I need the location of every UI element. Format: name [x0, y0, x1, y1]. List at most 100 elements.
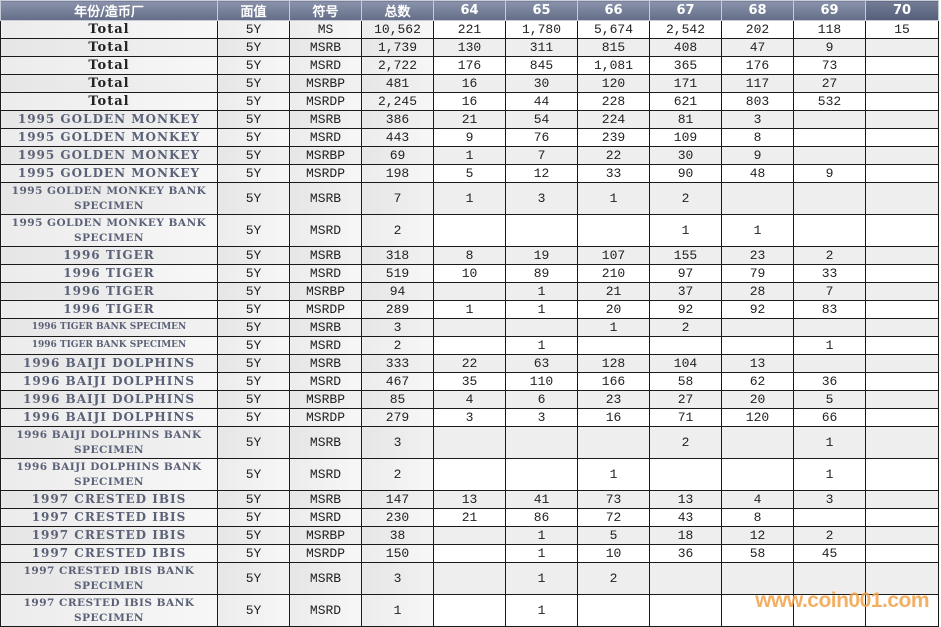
grade-cell: 1	[793, 336, 866, 355]
coin-name-cell: Total	[0, 20, 218, 39]
grade-cell: 54	[505, 110, 578, 129]
grade-cell: 2	[649, 182, 722, 215]
grade-cell: 155	[649, 246, 722, 265]
total-cell: 2	[361, 214, 434, 247]
code-cell: MSRDP	[289, 164, 362, 183]
grade-cell: 71	[649, 408, 722, 427]
grade-cell	[433, 594, 506, 627]
grade-cell: 128	[577, 354, 650, 373]
grade-cell: 1	[649, 214, 722, 247]
face-value-cell: 5Y	[217, 426, 290, 459]
grade-cell	[433, 526, 506, 545]
grade-cell: 224	[577, 110, 650, 129]
table-row: 1995 GOLDEN MONKEY 5Y MSRD 443 9 76 239 109 8	[0, 128, 939, 147]
code-cell: MSRB	[289, 490, 362, 509]
total-cell: 1	[361, 594, 434, 627]
coin-name-cell: 1996 TIGER	[0, 264, 218, 283]
table-row: 1995 GOLDEN MONKEY 5Y MSRDP 198 5 12 33 90 48 9	[0, 164, 939, 183]
grade-cell: 210	[577, 264, 650, 283]
grade-cell	[433, 282, 506, 301]
grade-cell: 109	[649, 128, 722, 147]
code-cell: MSRBP	[289, 390, 362, 409]
total-cell: 481	[361, 74, 434, 93]
total-cell: 2,245	[361, 92, 434, 111]
grade-cell	[865, 594, 939, 627]
coin-name-cell: 1996 TIGER	[0, 300, 218, 319]
header-grade-69: 69	[793, 0, 866, 21]
table-row: Total 5Y MSRDP 2,245 16 44 228 621 803 532	[0, 92, 939, 111]
total-cell: 150	[361, 544, 434, 563]
grade-cell	[649, 336, 722, 355]
table-row: 1997 CRESTED IBIS BANK SPECIMEN 5Y MSRB 3 1 2	[0, 562, 939, 595]
grade-cell: 1	[505, 544, 578, 563]
grade-cell: 36	[649, 544, 722, 563]
coin-name-cell: 1997 CRESTED IBIS BANK SPECIMEN	[0, 594, 218, 627]
grade-cell: 845	[505, 56, 578, 75]
code-cell: MSRBP	[289, 526, 362, 545]
grade-cell	[649, 458, 722, 491]
table-row: 1997 CRESTED IBIS 5Y MSRB 147 13 41 73 13 4 3	[0, 490, 939, 509]
header-face-value: 面值	[217, 0, 290, 21]
table-row: 1996 BAIJI DOLPHINS 5Y MSRDP 279 3 3 16 71 120 66	[0, 408, 939, 427]
grade-cell: 239	[577, 128, 650, 147]
code-cell: MSRD	[289, 336, 362, 355]
grade-cell: 81	[649, 110, 722, 129]
grade-cell: 221	[433, 20, 506, 39]
table-row: 1996 TIGER 5Y MSRD 519 10 89 210 97 79 33	[0, 264, 939, 283]
grade-cell: 21	[433, 110, 506, 129]
grade-cell: 35	[433, 372, 506, 391]
table-row: 1995 GOLDEN MONKEY BANK SPECIMEN 5Y MSRD 2 1…	[0, 214, 939, 247]
grade-cell: 37	[649, 282, 722, 301]
grade-cell: 2	[649, 318, 722, 337]
code-cell: MSRDP	[289, 408, 362, 427]
grade-cell: 72	[577, 508, 650, 527]
total-cell: 386	[361, 110, 434, 129]
total-cell: 279	[361, 408, 434, 427]
code-cell: MSRDP	[289, 300, 362, 319]
table-row: 1996 BAIJI DOLPHINS 5Y MSRB 333 22 63 128 104 13	[0, 354, 939, 373]
table-row: Total 5Y MSRB 1,739 130 311 815 408 47 9	[0, 38, 939, 57]
grade-cell: 3	[505, 182, 578, 215]
grade-cell	[793, 508, 866, 527]
table-row: 1997 CRESTED IBIS 5Y MSRD 230 21 86 72 43 8	[0, 508, 939, 527]
grade-cell: 13	[649, 490, 722, 509]
coin-name-cell: 1997 CRESTED IBIS	[0, 490, 218, 509]
grade-cell	[793, 318, 866, 337]
grade-cell: 166	[577, 372, 650, 391]
grade-cell: 22	[577, 146, 650, 165]
grade-cell: 120	[577, 74, 650, 93]
grade-cell: 9	[793, 164, 866, 183]
grade-cell: 73	[577, 490, 650, 509]
face-value-cell: 5Y	[217, 372, 290, 391]
code-cell: MSRBP	[289, 146, 362, 165]
total-cell: 7	[361, 182, 434, 215]
coin-name-cell: Total	[0, 38, 218, 57]
grade-cell: 408	[649, 38, 722, 57]
code-cell: MSRB	[289, 318, 362, 337]
header-name: 年份/造币厂	[0, 0, 218, 21]
grade-cell: 3	[721, 110, 794, 129]
grade-cell	[865, 390, 939, 409]
grade-cell: 2	[649, 426, 722, 459]
grade-cell	[649, 594, 722, 627]
grade-cell: 104	[649, 354, 722, 373]
grade-cell: 13	[721, 354, 794, 373]
grade-cell: 12	[721, 526, 794, 545]
table-row: 1996 BAIJI DOLPHINS 5Y MSRD 467 35 110 166 58 62…	[0, 372, 939, 391]
face-value-cell: 5Y	[217, 508, 290, 527]
coin-name-cell: 1997 CRESTED IBIS	[0, 526, 218, 545]
table-row: 1996 TIGER 5Y MSRDP 289 1 1 20 92 92 83	[0, 300, 939, 319]
code-cell: MSRD	[289, 508, 362, 527]
code-cell: MSRD	[289, 128, 362, 147]
grade-cell	[865, 458, 939, 491]
total-cell: 38	[361, 526, 434, 545]
grade-cell: 63	[505, 354, 578, 373]
table-row: 1996 BAIJI DOLPHINS 5Y MSRBP 85 4 6 23 27 20 5	[0, 390, 939, 409]
grade-cell: 5	[577, 526, 650, 545]
grade-cell: 66	[793, 408, 866, 427]
total-cell: 198	[361, 164, 434, 183]
grade-cell: 33	[577, 164, 650, 183]
coin-name-cell: Total	[0, 92, 218, 111]
grade-cell	[793, 128, 866, 147]
